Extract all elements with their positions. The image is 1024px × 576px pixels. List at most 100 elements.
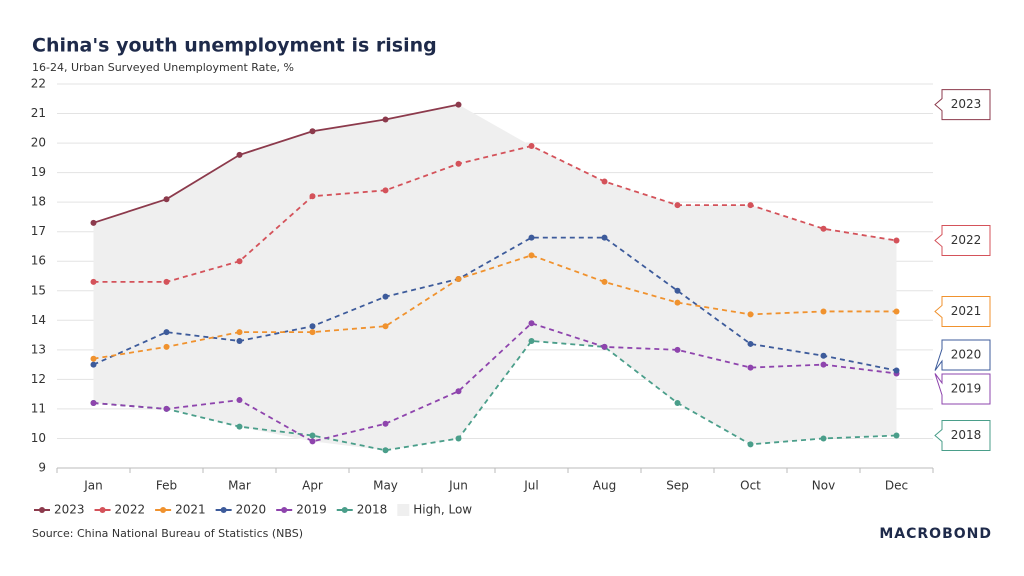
data-point (163, 196, 170, 203)
data-point (309, 128, 316, 135)
chart-subtitle: 16-24, Urban Surveyed Unemployment Rate,… (32, 61, 294, 74)
chart-title: China's youth unemployment is rising (32, 35, 437, 57)
data-point (528, 143, 535, 150)
y-tick-label: 12 (31, 372, 46, 386)
y-tick-label: 17 (31, 224, 46, 238)
data-point (236, 337, 243, 344)
data-point (309, 323, 316, 330)
data-point (674, 400, 681, 407)
data-point (528, 320, 535, 327)
end-label: 2023 (951, 97, 982, 111)
end-label-box (934, 373, 991, 405)
data-point (455, 435, 462, 442)
series-line (93, 145, 897, 283)
end-label-box (934, 339, 991, 371)
legend-label: 2020 (236, 503, 267, 517)
data-point (455, 101, 462, 108)
data-point (163, 278, 170, 285)
legend-label: 2021 (175, 503, 206, 517)
legend-label: 2018 (357, 503, 388, 517)
data-point (163, 405, 170, 412)
data-point (820, 435, 827, 442)
series-line (93, 340, 897, 452)
data-point (236, 423, 243, 430)
y-tick-label: 15 (31, 283, 46, 297)
data-point (820, 225, 827, 232)
data-point (601, 178, 608, 185)
data-point (674, 287, 681, 294)
high-low-band (93, 104, 897, 451)
y-tick-label: 16 (31, 254, 46, 268)
data-point (747, 311, 754, 318)
legend-swatch-dot (220, 507, 227, 513)
data-point (309, 329, 316, 336)
legend-label: 2023 (54, 503, 85, 517)
data-point (674, 299, 681, 306)
end-label-box (934, 420, 991, 452)
data-point (309, 193, 316, 200)
y-tick-label: 19 (31, 165, 46, 179)
data-point (382, 187, 389, 194)
data-point (528, 337, 535, 344)
series-line (93, 236, 897, 372)
legend-label: 2019 (296, 503, 327, 517)
brand-logo: MACROBOND (879, 526, 992, 542)
data-point (893, 308, 900, 315)
legend-label: High, Low (413, 503, 472, 517)
end-label: 2019 (951, 382, 982, 396)
data-point (528, 234, 535, 241)
y-tick-label: 20 (31, 136, 46, 150)
data-point (601, 278, 608, 285)
data-point (382, 447, 389, 454)
data-point (893, 432, 900, 439)
y-tick-label: 21 (31, 106, 46, 120)
legend-swatch-dot (99, 507, 106, 513)
data-point (820, 352, 827, 359)
x-tick-label: Jan (83, 479, 103, 493)
y-tick-label: 18 (31, 195, 46, 209)
data-point (382, 323, 389, 330)
data-point (90, 355, 97, 362)
data-point (528, 252, 535, 259)
data-point (236, 329, 243, 336)
end-label-box (934, 295, 991, 327)
source: Source: China National Bureau of Statist… (32, 527, 303, 540)
data-point (309, 438, 316, 445)
y-tick-label: 10 (31, 431, 46, 445)
legend-swatch (397, 504, 410, 516)
data-point (90, 400, 97, 407)
data-point (747, 441, 754, 448)
x-tick-label: May (373, 479, 398, 493)
data-point (382, 293, 389, 300)
x-tick-label: Oct (740, 479, 761, 493)
series-line (93, 103, 459, 224)
y-tick-label: 14 (31, 313, 46, 327)
y-tick-label: 22 (31, 77, 46, 91)
data-point (893, 237, 900, 244)
end-label: 2020 (951, 348, 982, 362)
x-tick-label: Feb (156, 479, 177, 493)
data-point (90, 361, 97, 368)
end-label-box (934, 225, 991, 257)
data-point (820, 361, 827, 368)
data-point (747, 340, 754, 347)
data-point (455, 160, 462, 167)
end-label: 2022 (951, 233, 982, 247)
data-point (163, 329, 170, 336)
data-point (382, 116, 389, 123)
data-point (163, 343, 170, 350)
x-tick-label: Apr (302, 479, 323, 493)
x-tick-label: Nov (812, 479, 835, 493)
end-label: 2021 (951, 304, 982, 318)
data-point (455, 275, 462, 282)
x-tick-label: Sep (666, 479, 689, 493)
end-label: 2018 (951, 428, 982, 442)
legend-swatch-dot (281, 507, 288, 513)
data-point (674, 346, 681, 353)
legend-swatch-dot (341, 507, 348, 513)
legend-swatch-dot (39, 507, 45, 513)
y-tick-label: 11 (31, 401, 46, 415)
data-point (674, 202, 681, 209)
data-point (893, 367, 900, 374)
